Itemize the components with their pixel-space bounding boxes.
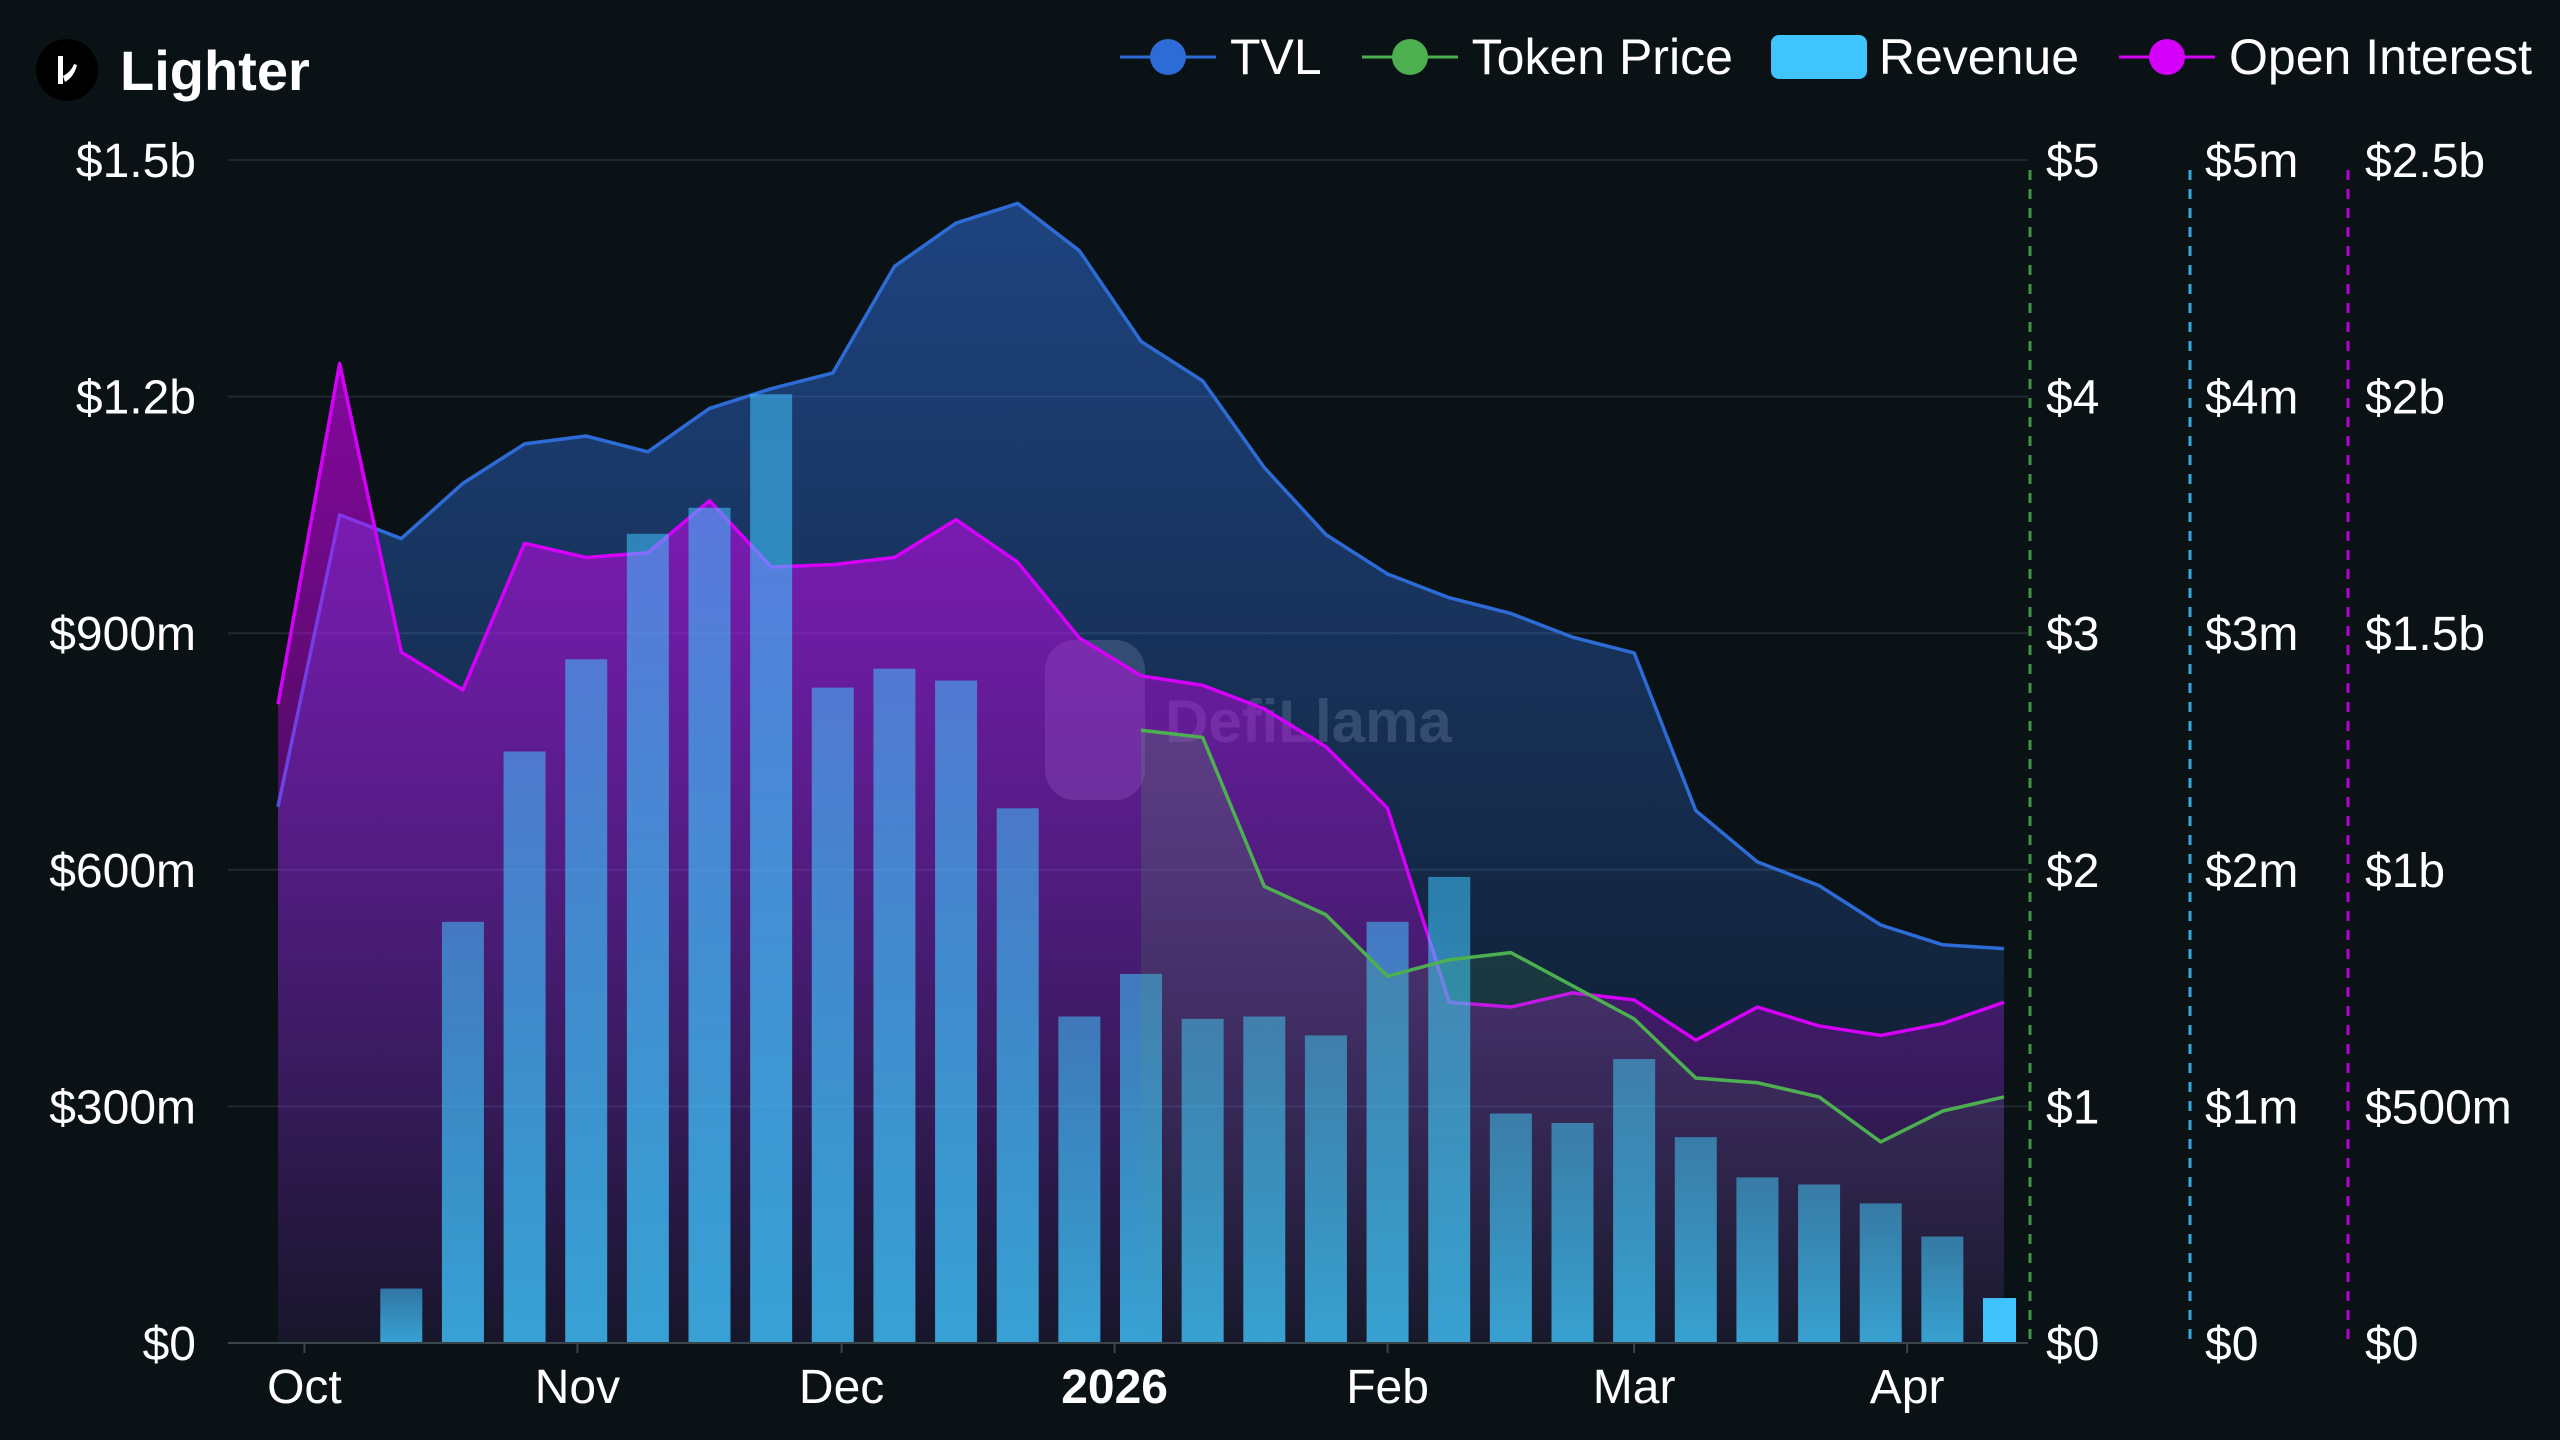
y-tick-label: $0 xyxy=(2365,1318,2418,1371)
revenue-bar[interactable] xyxy=(996,808,1039,1343)
revenue-bar[interactable] xyxy=(935,680,978,1343)
revenue-bar[interactable] xyxy=(873,668,916,1343)
lighter-logo-icon xyxy=(36,39,98,101)
revenue-bar[interactable] xyxy=(380,1288,423,1343)
revenue-bar[interactable] xyxy=(811,687,854,1343)
line-dot-swatch-icon xyxy=(1361,39,1458,75)
y-tick-label: $2b xyxy=(2365,372,2445,425)
y-tick-label: $3 xyxy=(2046,608,2099,661)
legend-label: Open Interest xyxy=(2229,29,2532,85)
y-tick-label: $2m xyxy=(2205,845,2298,898)
x-tick-label: 2026 xyxy=(1061,1361,1168,1414)
y-tick-label: $300m xyxy=(49,1081,196,1134)
token-price-series xyxy=(1140,728,2005,1343)
x-axis: Oct Nov Dec 2026 Feb Mar Apr xyxy=(267,1343,1944,1414)
legend-label: Token Price xyxy=(1471,29,1733,85)
y-tick-label: $2.5b xyxy=(2365,135,2485,188)
y-tick-label: $1.5b xyxy=(76,135,196,188)
revenue-bar[interactable] xyxy=(441,921,484,1343)
legend-item-token-price[interactable]: Token Price xyxy=(1360,28,1733,86)
legend-item-revenue[interactable]: Revenue xyxy=(1770,28,2080,86)
revenue-bar[interactable] xyxy=(626,533,669,1343)
revenue-bar[interactable] xyxy=(565,659,608,1343)
chart-header: Lighter xyxy=(36,30,310,110)
bar-swatch-icon xyxy=(1770,35,1867,79)
app-name: Lighter xyxy=(120,38,310,102)
y-tick-label: $5 xyxy=(2046,135,2099,188)
x-tick-label: Dec xyxy=(799,1361,884,1414)
legend-item-tvl[interactable]: TVL xyxy=(1118,28,1322,86)
x-tick-label: Oct xyxy=(267,1361,342,1414)
y-axis-tvl: $0 $300m $600m $900m $1.2b $1.5b xyxy=(49,135,196,1371)
y-tick-label: $3m xyxy=(2205,608,2298,661)
revenue-bar[interactable] xyxy=(750,394,793,1343)
y-tick-label: $1b xyxy=(2365,845,2445,898)
y-tick-label: $2 xyxy=(2046,845,2099,898)
x-tick-label: Apr xyxy=(1870,1361,1945,1414)
y-tick-label: $600m xyxy=(49,845,196,898)
revenue-bar[interactable] xyxy=(503,751,546,1344)
y-tick-label: $1m xyxy=(2205,1081,2298,1134)
revenue-bar[interactable] xyxy=(1058,1016,1101,1343)
y-tick-label: $0 xyxy=(2205,1318,2258,1371)
line-dot-swatch-icon xyxy=(2119,39,2216,75)
y-axis-revenue: $0 $1m $2m $3m $4m $5m xyxy=(2188,135,2298,1371)
legend-label: TVL xyxy=(1229,29,1322,85)
line-dot-swatch-icon xyxy=(1119,39,1216,75)
y-tick-label: $900m xyxy=(49,608,196,661)
y-axis-token-price: $0 $1 $2 $3 $4 $5 xyxy=(2028,135,2099,1371)
token-price-area xyxy=(1141,730,2004,1343)
y-tick-label: $500m xyxy=(2365,1081,2512,1134)
x-tick-label: Nov xyxy=(535,1361,620,1414)
y-tick-label: $0 xyxy=(143,1318,196,1371)
y-tick-label: $5m xyxy=(2205,135,2298,188)
y-tick-label: $4m xyxy=(2205,372,2298,425)
y-axis-open-interest: $0 $500m $1b $1.5b $2b $2.5b xyxy=(2346,135,2512,1371)
legend-item-open-interest[interactable]: Open Interest xyxy=(2117,28,2532,86)
x-tick-label: Feb xyxy=(1346,1361,1429,1414)
tvl-line xyxy=(276,201,2005,951)
y-tick-label: $1.2b xyxy=(76,372,196,425)
y-tick-label: $4 xyxy=(2046,372,2099,425)
y-tick-label: $1.5b xyxy=(2365,608,2485,661)
token-price-line xyxy=(1140,728,2005,1144)
chart-legend: TVL Token Price Revenue Open Interest xyxy=(1080,22,2532,92)
revenue-bar[interactable] xyxy=(688,507,731,1343)
x-tick-label: Mar xyxy=(1593,1361,1676,1414)
open-interest-line xyxy=(276,361,2005,1042)
y-tick-label: $1 xyxy=(2046,1081,2099,1134)
legend-label: Revenue xyxy=(1878,29,2080,85)
y-tick-label: $0 xyxy=(2046,1318,2099,1371)
